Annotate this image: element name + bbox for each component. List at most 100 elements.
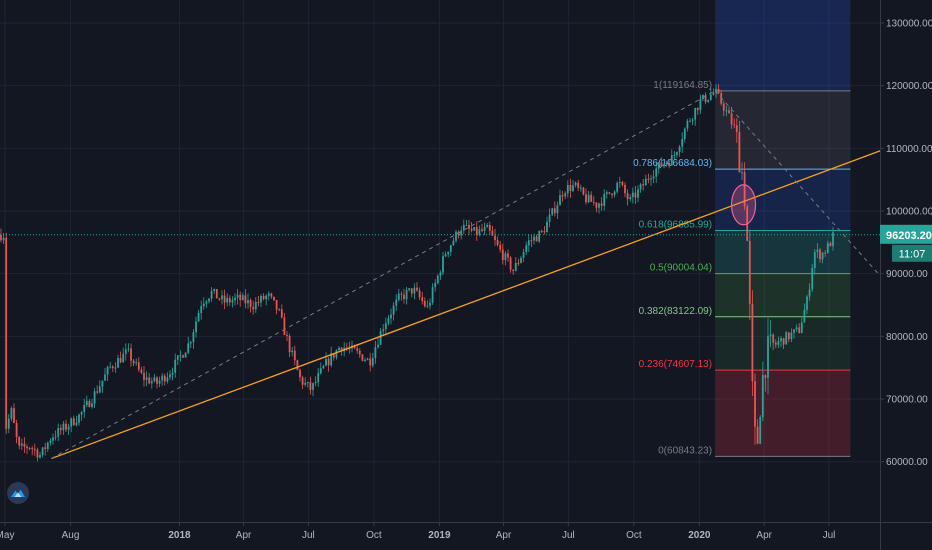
price-tick-label: 90000.00 — [886, 269, 928, 280]
candle-body — [278, 309, 281, 311]
candle — [699, 94, 702, 114]
candle-body — [613, 191, 616, 195]
candle-body — [234, 297, 236, 301]
candle-body — [28, 447, 31, 449]
candle-body — [577, 182, 580, 188]
candle-body — [31, 447, 34, 449]
candle-body — [574, 182, 577, 186]
candle-body — [676, 152, 678, 156]
candle-body — [470, 228, 473, 231]
candle-body — [413, 287, 416, 294]
candle — [169, 370, 171, 381]
candle-body — [67, 426, 70, 430]
candle — [215, 288, 218, 299]
candle-body — [358, 350, 361, 355]
candle — [96, 385, 99, 395]
candle-body — [824, 252, 827, 254]
candle — [5, 232, 8, 434]
candle — [403, 288, 405, 304]
candle — [527, 234, 530, 252]
candle-body — [538, 231, 541, 242]
candle-body — [299, 369, 301, 378]
candle — [439, 270, 442, 280]
candle-body — [551, 208, 554, 215]
candle-body — [777, 341, 780, 345]
candle — [296, 359, 299, 371]
candle-body — [88, 400, 91, 408]
candle-body — [426, 305, 429, 307]
candle — [364, 357, 366, 363]
candle — [751, 290, 754, 396]
candle-body — [442, 256, 444, 273]
candle-body — [665, 162, 668, 165]
candle — [140, 366, 143, 375]
candle-body — [187, 343, 190, 353]
candle-body — [764, 375, 767, 378]
trend-lines[interactable] — [51, 90, 888, 460]
candle — [366, 357, 369, 361]
candle — [7, 414, 10, 434]
candle-body — [652, 176, 655, 179]
candle — [829, 241, 832, 247]
candle-body — [330, 353, 333, 366]
candle — [39, 451, 41, 459]
candle — [582, 186, 585, 196]
time-axis[interactable]: May Aug 2018 Apr Jul Oct 2019 Apr Jul Oct 2020 Apr J… — [0, 522, 932, 550]
candle — [725, 105, 728, 117]
candle — [31, 445, 34, 456]
candle — [811, 263, 814, 292]
candle — [525, 241, 528, 255]
candle — [462, 219, 465, 234]
candle — [234, 293, 236, 306]
candle-body — [301, 377, 304, 385]
candle — [598, 202, 600, 214]
candle — [335, 349, 338, 360]
candle-body — [738, 132, 741, 173]
candle-body — [257, 302, 260, 304]
time-tick-label: Apr — [756, 530, 772, 541]
candle — [299, 368, 301, 382]
candle-body — [660, 162, 663, 167]
candle — [626, 189, 629, 206]
candle — [644, 174, 647, 186]
candle — [660, 157, 663, 167]
time-tick-label: Oct — [366, 530, 382, 541]
price-axis[interactable]: 130000.00 120000.00 110000.00 100000.00 9000… — [880, 0, 932, 550]
candle — [231, 296, 234, 308]
candle-body — [213, 288, 216, 291]
candle — [72, 415, 75, 427]
candle-body — [247, 300, 249, 304]
candle — [80, 411, 83, 421]
candle — [486, 222, 489, 228]
candle — [301, 375, 304, 390]
candle-body — [283, 317, 286, 336]
candle — [517, 258, 520, 266]
fibonacci-retracement[interactable]: 1(119164.85)0.786(106684.03)0.618(96885.… — [633, 0, 851, 457]
candle-body — [192, 332, 195, 343]
candle-body — [717, 88, 720, 94]
candle-body — [39, 454, 41, 458]
candle — [730, 106, 733, 129]
candle-body — [366, 358, 369, 360]
candle — [681, 132, 684, 153]
candle-body — [439, 272, 442, 276]
price-tick-label: 100000.00 — [886, 207, 932, 218]
candle-body — [751, 303, 754, 382]
candle — [728, 106, 730, 114]
trend-line-support — [51, 147, 887, 460]
candle — [572, 180, 574, 193]
candle — [338, 346, 340, 351]
tradingview-logo-icon[interactable] — [7, 482, 29, 504]
candle-body — [650, 178, 652, 180]
candle — [395, 294, 398, 311]
candle — [306, 381, 309, 388]
candle-body — [78, 414, 80, 423]
candle — [150, 377, 153, 389]
candle-body — [559, 195, 561, 206]
candle-body — [319, 368, 322, 374]
candle-body — [377, 344, 379, 348]
candle-body — [306, 382, 309, 384]
candle-body — [509, 257, 512, 270]
candle-body — [512, 269, 515, 271]
